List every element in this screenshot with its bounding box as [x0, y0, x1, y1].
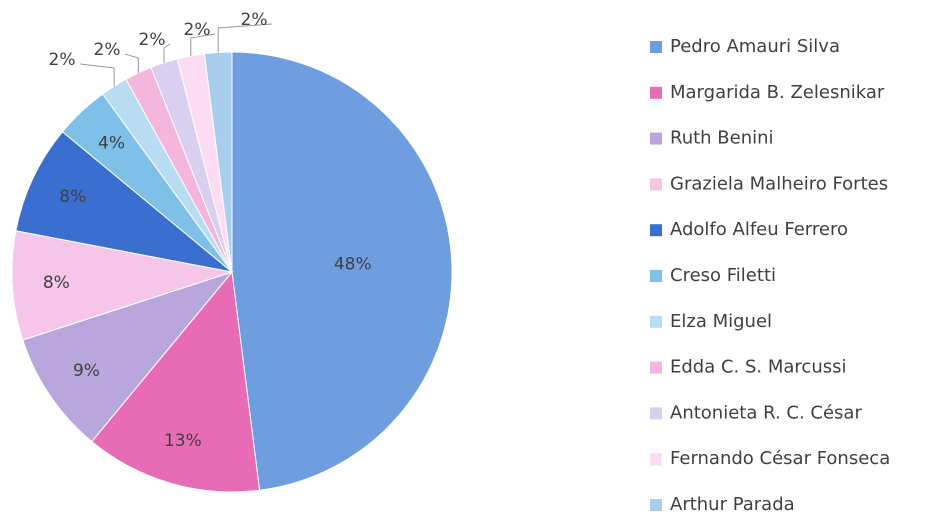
data-label: 2% — [94, 40, 121, 60]
pie-slice — [15, 131, 233, 273]
legend-swatch — [650, 407, 662, 420]
data-label: 13% — [164, 431, 202, 451]
data-label: 4% — [98, 134, 125, 154]
pie-slice — [203, 51, 233, 273]
legend-swatch — [650, 315, 662, 328]
legend-label: Ruth Benini — [670, 128, 774, 149]
leader-line — [217, 23, 273, 53]
leader-line — [163, 43, 171, 63]
legend-label: Arthur Parada — [670, 494, 795, 515]
data-label: 2% — [184, 20, 211, 40]
leader-line — [124, 53, 139, 73]
legend-label: Elza Miguel — [670, 311, 772, 332]
legend-swatch — [650, 361, 662, 374]
legend-swatch — [650, 453, 662, 466]
legend-swatch — [650, 178, 662, 191]
leader-line — [190, 33, 216, 56]
data-label: 2% — [139, 30, 166, 50]
legend-swatch — [650, 224, 662, 237]
pie-slice — [91, 270, 261, 493]
legend-label: Adolfo Alfeu Ferrero — [670, 219, 848, 240]
legend-swatch — [650, 41, 662, 53]
data-label: 2% — [241, 10, 268, 30]
legend-label: Edda C. S. Marcussi — [670, 357, 846, 378]
data-label: 48% — [334, 254, 372, 274]
pie-slice — [22, 270, 234, 443]
legend-swatch — [650, 270, 662, 282]
legend-swatch — [650, 499, 662, 511]
leader-line — [79, 63, 115, 87]
legend-swatch — [650, 86, 662, 99]
legend-label: Fernando César Fonseca — [670, 448, 890, 469]
legend-label: Pedro Amauri Silva — [670, 36, 840, 57]
legend-label: Antonieta R. C. César — [670, 402, 862, 423]
legend-swatch — [650, 132, 662, 145]
pie-slice — [231, 51, 453, 491]
pie-slice — [11, 230, 233, 341]
legend-label: Graziela Malheiro Fortes — [670, 173, 888, 194]
data-label: 9% — [73, 361, 100, 381]
data-label: 8% — [59, 187, 86, 207]
legend-label: Margarida B. Zelesnikar — [670, 82, 885, 103]
legend-label: Creso Filetti — [670, 265, 776, 286]
data-label: 8% — [43, 273, 70, 293]
data-label: 2% — [49, 50, 76, 70]
